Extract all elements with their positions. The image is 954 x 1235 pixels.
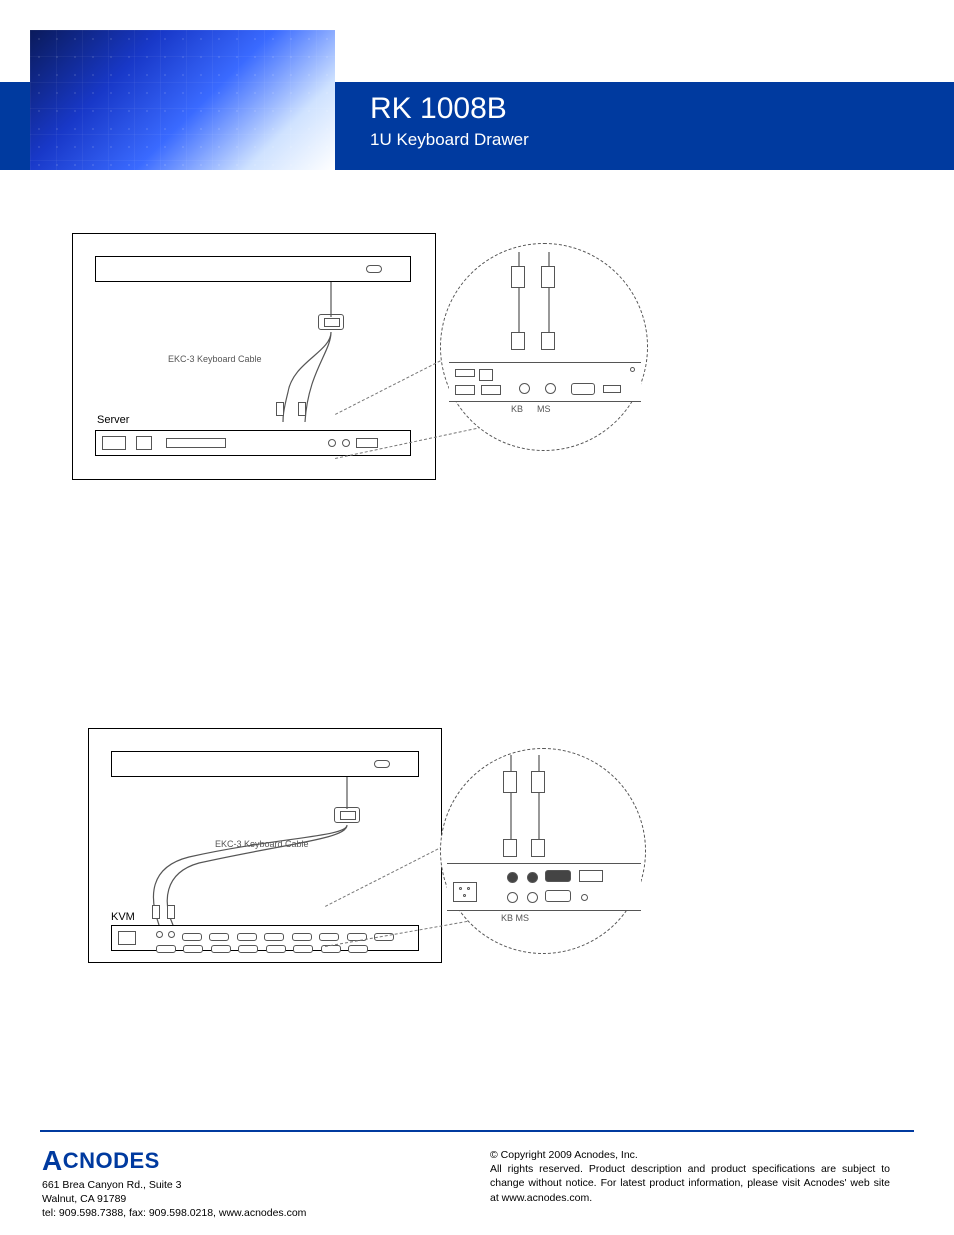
diagram-server-connection: EKC-3 Keyboard Cable Server [72,233,436,480]
diagram-kvm-connection: EKC-3 Keyboard Cable KVM [88,728,442,963]
plug-icon [541,266,555,288]
panel-port-icon [479,369,493,381]
footer-divider [40,1130,914,1132]
panel-port-icon [481,385,501,395]
kbms-label: KB MS [501,913,529,923]
header-band: RK 1008B 1U Keyboard Drawer [0,30,954,170]
port-icon [366,265,382,273]
ps2-plug-icon [152,905,160,919]
ps2-plug-icon [298,402,306,416]
power-port-icon [453,882,477,902]
detail-circle-2: KB MS [440,748,646,954]
logo: ACNODES [42,1140,306,1178]
port-panel [447,863,641,911]
kvm-port-row [156,940,368,958]
ps2-plug-icon [276,402,284,416]
kb-port-icon [507,872,518,883]
plug-icon [503,839,517,857]
vga-port-icon [571,383,595,395]
ms-port-icon [545,383,556,394]
panel-port-icon [545,890,571,902]
panel-port-icon [581,894,588,901]
ms-label: MS [537,404,551,414]
plug-icon [531,839,545,857]
address-line-2: Walnut, CA 91789 [42,1192,306,1206]
plug-icon [503,771,517,793]
screw-icon [630,367,635,372]
panel-port-icon [579,870,603,882]
server-label: Server [97,414,129,426]
contact-line: tel: 909.598.7388, fax: 909.598.0218, ww… [42,1206,306,1220]
drawer-outline [95,256,411,282]
legal-text: All rights reserved. Product description… [490,1162,890,1205]
address-line-1: 661 Brea Canyon Rd., Suite 3 [42,1178,306,1192]
panel-port-icon [507,892,518,903]
detail-circle-1: KB MS [440,243,648,451]
port-icon [374,760,390,768]
kvm-port-icon [156,931,163,938]
kb-label: KB [511,404,523,414]
logo-prefix: A [42,1142,63,1180]
plug-icon [511,332,525,350]
ps2-plug-icon [167,905,175,919]
server-port-icon [136,436,152,450]
header-decorative-image [30,30,335,170]
kvm-port-icon [118,931,136,945]
plug-icon [511,266,525,288]
panel-port-icon [455,385,475,395]
vga-port-icon [545,870,571,882]
panel-port-icon [527,892,538,903]
kb-port-icon [519,383,530,394]
kvm-port-icon [168,931,175,938]
drawer-outline [111,751,419,777]
panel-port-icon [603,385,621,393]
server-port-icon [102,436,126,450]
footer-right: © Copyright 2009 Acnodes, Inc. All right… [490,1148,890,1205]
product-subtitle: 1U Keyboard Drawer [370,130,529,150]
copyright-line: © Copyright 2009 Acnodes, Inc. [490,1148,890,1162]
footer-left: ACNODES 661 Brea Canyon Rd., Suite 3 Wal… [42,1140,306,1220]
ms-port-icon [527,872,538,883]
cable-path-icon [73,282,437,432]
server-port-icon [356,438,378,448]
plug-icon [541,332,555,350]
product-title: RK 1008B [370,92,507,126]
logo-text: CNODES [63,1148,160,1173]
port-panel [449,362,641,402]
kvm-label: KVM [111,911,135,923]
cable-path-icon [89,777,443,937]
server-port-icon [342,439,350,447]
server-drive-icon [166,438,226,448]
server-port-icon [328,439,336,447]
plug-icon [531,771,545,793]
panel-port-icon [455,369,475,377]
